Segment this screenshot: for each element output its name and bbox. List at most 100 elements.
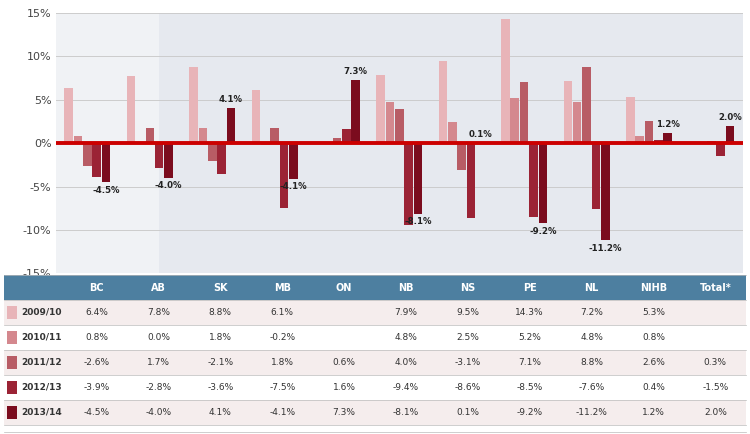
Bar (164, 143, 172, 178)
Text: 4.8%: 4.8% (580, 333, 603, 342)
Text: -3.1%: -3.1% (454, 358, 481, 367)
Text: 2010/11: 2010/11 (21, 333, 62, 342)
Text: 1.8%: 1.8% (271, 358, 294, 367)
Bar (8, 331, 17, 344)
Bar (289, 143, 298, 179)
Bar (626, 97, 634, 143)
Text: 0.1%: 0.1% (469, 130, 492, 139)
Text: 2.0%: 2.0% (704, 408, 727, 417)
Text: 1.8%: 1.8% (209, 333, 232, 342)
Bar (208, 143, 217, 161)
Bar (476, 142, 484, 143)
Text: 4.1%: 4.1% (209, 408, 232, 417)
Text: 8.8%: 8.8% (580, 358, 603, 367)
Text: NIHB: NIHB (640, 283, 667, 293)
Bar (414, 143, 422, 214)
Text: -11.2%: -11.2% (589, 244, 622, 253)
Bar (644, 121, 653, 143)
Text: -4.1%: -4.1% (280, 182, 308, 191)
Bar (560, 275, 622, 300)
Bar (4, 275, 66, 300)
Text: 7.3%: 7.3% (344, 67, 368, 76)
Bar (707, 141, 716, 143)
Bar (314, 275, 375, 300)
Text: NL: NL (584, 283, 598, 293)
Text: NB: NB (398, 283, 414, 293)
Bar (582, 67, 591, 143)
Bar (333, 138, 341, 143)
Bar (520, 82, 529, 143)
Bar (102, 143, 110, 182)
Text: 14.3%: 14.3% (515, 308, 544, 317)
Bar (64, 88, 73, 143)
Bar (270, 128, 279, 143)
Text: 7.2%: 7.2% (580, 308, 603, 317)
Text: -8.1%: -8.1% (393, 408, 419, 417)
Text: 2009/10: 2009/10 (21, 308, 62, 317)
Bar (501, 19, 510, 143)
Text: 0.3%: 0.3% (704, 358, 727, 367)
Bar (146, 128, 154, 143)
Bar (8, 356, 17, 369)
FancyBboxPatch shape (159, 13, 742, 273)
Bar (189, 275, 251, 300)
Bar (4, 300, 746, 325)
Bar (530, 143, 538, 217)
Text: 2011/12: 2011/12 (21, 358, 62, 367)
Text: NS: NS (460, 283, 476, 293)
Text: -7.6%: -7.6% (578, 383, 604, 392)
Text: ON: ON (336, 283, 352, 293)
Bar (128, 275, 189, 300)
Text: 1.2%: 1.2% (656, 120, 680, 129)
Bar (404, 143, 413, 225)
Bar (352, 80, 360, 143)
Bar (448, 122, 457, 143)
Text: -4.0%: -4.0% (154, 181, 182, 191)
Bar (622, 275, 684, 300)
Bar (4, 400, 746, 425)
Bar (685, 275, 746, 300)
Text: -4.0%: -4.0% (146, 408, 172, 417)
Bar (189, 67, 198, 143)
Text: -8.6%: -8.6% (454, 383, 481, 392)
Text: -9.2%: -9.2% (517, 408, 543, 417)
Text: 0.1%: 0.1% (456, 408, 479, 417)
Bar (74, 136, 82, 143)
Bar (436, 275, 499, 300)
Text: BC: BC (89, 283, 104, 293)
Bar (663, 133, 672, 143)
Bar (726, 126, 734, 143)
Text: 2013/14: 2013/14 (21, 408, 62, 417)
Bar (375, 275, 436, 300)
Bar (538, 143, 548, 223)
Text: -7.5%: -7.5% (269, 383, 296, 392)
Bar (251, 275, 314, 300)
Bar (716, 143, 725, 156)
Bar (199, 128, 207, 143)
Bar (376, 75, 385, 143)
Text: 7.1%: 7.1% (518, 358, 542, 367)
Text: 2012/13: 2012/13 (21, 383, 62, 392)
Bar (4, 375, 746, 400)
Bar (601, 143, 610, 240)
Bar (654, 140, 662, 143)
Bar (511, 98, 519, 143)
Bar (251, 90, 260, 143)
Bar (466, 143, 476, 218)
Bar (342, 129, 351, 143)
Bar (127, 76, 136, 143)
Text: Total*: Total* (700, 283, 731, 293)
Text: 2.6%: 2.6% (642, 358, 665, 367)
Bar (573, 102, 581, 143)
Bar (66, 275, 128, 300)
Text: 0.6%: 0.6% (332, 358, 356, 367)
Bar (155, 143, 164, 168)
Bar (83, 143, 92, 166)
Text: 7.3%: 7.3% (332, 408, 356, 417)
Bar (261, 143, 269, 145)
Text: 4.8%: 4.8% (394, 333, 417, 342)
Text: AB: AB (151, 283, 166, 293)
Text: 0.0%: 0.0% (147, 333, 170, 342)
Bar (592, 143, 600, 209)
Text: PE: PE (523, 283, 536, 293)
